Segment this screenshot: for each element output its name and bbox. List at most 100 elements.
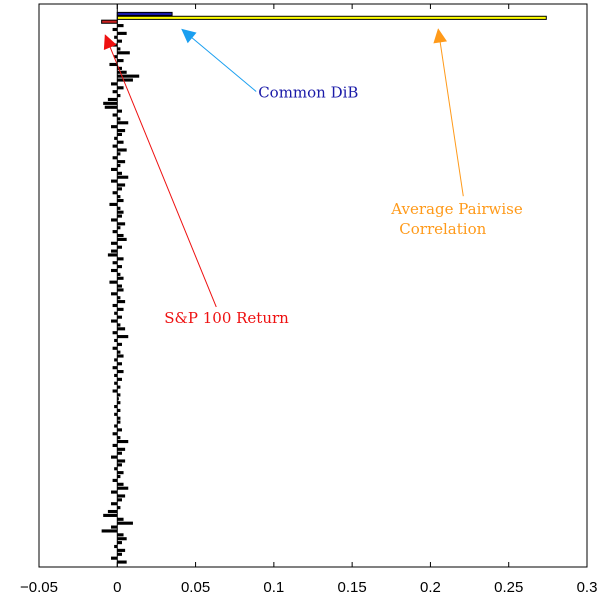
background-bar <box>117 335 129 339</box>
s-p-100-return-arrow-line <box>104 35 217 308</box>
background-bar <box>117 300 126 304</box>
background-bar <box>112 443 118 447</box>
background-bar <box>117 537 127 541</box>
background-bar <box>117 171 122 175</box>
background-bar <box>117 408 121 413</box>
background-bar <box>114 358 118 362</box>
background-bar <box>114 381 118 385</box>
background-bar <box>107 97 118 102</box>
highlighted-bars-layer <box>101 11 547 24</box>
background-bar <box>111 490 118 494</box>
background-bar <box>112 303 118 308</box>
background-bar <box>117 436 121 440</box>
background-bar <box>117 39 122 43</box>
background-bar <box>117 175 129 179</box>
background-bar <box>112 389 118 393</box>
background-bar <box>109 280 118 284</box>
x-tick-label: 0.25 <box>494 579 523 596</box>
average-pairwise-correlation-bar <box>116 15 547 20</box>
background-bar <box>117 140 124 144</box>
background-bar <box>114 544 118 549</box>
background-bar <box>111 502 118 506</box>
background-bar <box>117 494 126 498</box>
background-bar <box>117 541 122 545</box>
background-bar <box>114 373 118 378</box>
background-bar <box>117 362 122 366</box>
background-bar <box>117 420 121 424</box>
background-bar <box>117 70 127 74</box>
background-bar <box>117 498 122 502</box>
background-bar <box>117 160 126 164</box>
background-bar <box>117 117 121 121</box>
background-bar <box>117 31 127 35</box>
background-bar <box>117 506 121 510</box>
background-bar <box>117 296 121 300</box>
bars-layer <box>101 24 140 564</box>
background-bar <box>117 323 121 327</box>
background-bar <box>117 187 122 191</box>
plot-frame <box>38 3 588 568</box>
background-bar <box>112 156 118 160</box>
background-bar <box>117 245 122 249</box>
background-bar <box>117 24 124 28</box>
background-bar <box>114 136 118 140</box>
background-bar <box>117 109 122 113</box>
background-bar <box>111 525 118 529</box>
background-bar <box>117 183 126 187</box>
background-bar <box>117 560 127 564</box>
background-bar <box>114 55 118 59</box>
background-bar <box>117 307 124 311</box>
background-bar <box>117 132 122 137</box>
background-bar <box>112 331 118 335</box>
x-axis-ticks: −0.05 0 0.05 0.1 0.15 0.2 0.25 0.3 <box>20 4 597 596</box>
background-bar <box>117 354 124 358</box>
background-bar <box>111 268 118 273</box>
background-bar <box>111 455 118 459</box>
background-bar <box>103 101 118 105</box>
background-bar <box>114 35 118 39</box>
background-bar <box>117 66 122 70</box>
background-bar <box>117 377 122 381</box>
common-dib-annotation: Common DiB <box>258 84 358 102</box>
background-bar <box>111 179 118 183</box>
x-tick-label: −0.05 <box>20 579 58 596</box>
average-pairwise-correlation-arrow-line <box>437 29 464 197</box>
background-bar <box>117 439 129 444</box>
background-bar <box>111 319 118 323</box>
background-bar <box>117 350 121 354</box>
annotations-layer: Common DiB Average Pairwise Correlation S&P… <box>103 28 523 327</box>
background-bar <box>117 86 124 90</box>
background-bar <box>117 129 126 133</box>
background-bar <box>117 51 130 55</box>
background-bar <box>117 276 124 280</box>
background-bar <box>117 148 127 152</box>
background-bar <box>109 202 118 206</box>
background-bar <box>117 198 124 203</box>
background-bar <box>117 552 122 556</box>
average-pairwise-correlation-annotation: Average Pairwise Correlation <box>390 200 523 238</box>
background-bar <box>117 288 124 292</box>
common-dib-arrow-head <box>181 28 197 44</box>
background-bar <box>117 474 121 479</box>
x-tick-label: 0.15 <box>338 579 367 596</box>
background-bar <box>103 513 118 517</box>
background-bar <box>112 27 118 32</box>
background-bar <box>117 222 126 226</box>
background-bar <box>111 125 118 129</box>
background-bar <box>117 210 124 214</box>
background-bar <box>107 253 118 257</box>
s-p-100-return-arrow-head <box>103 34 117 51</box>
background-bar <box>111 82 118 86</box>
background-bar <box>114 412 118 416</box>
background-bar <box>111 218 118 222</box>
background-bar <box>112 478 118 482</box>
x-tick-label: 0.1 <box>263 579 284 596</box>
background-bar <box>112 113 118 117</box>
background-bar <box>117 272 121 276</box>
background-bar <box>111 292 118 296</box>
background-bar <box>117 401 121 405</box>
background-bar <box>107 509 118 514</box>
background-bar <box>111 167 118 171</box>
background-bar <box>112 432 118 436</box>
